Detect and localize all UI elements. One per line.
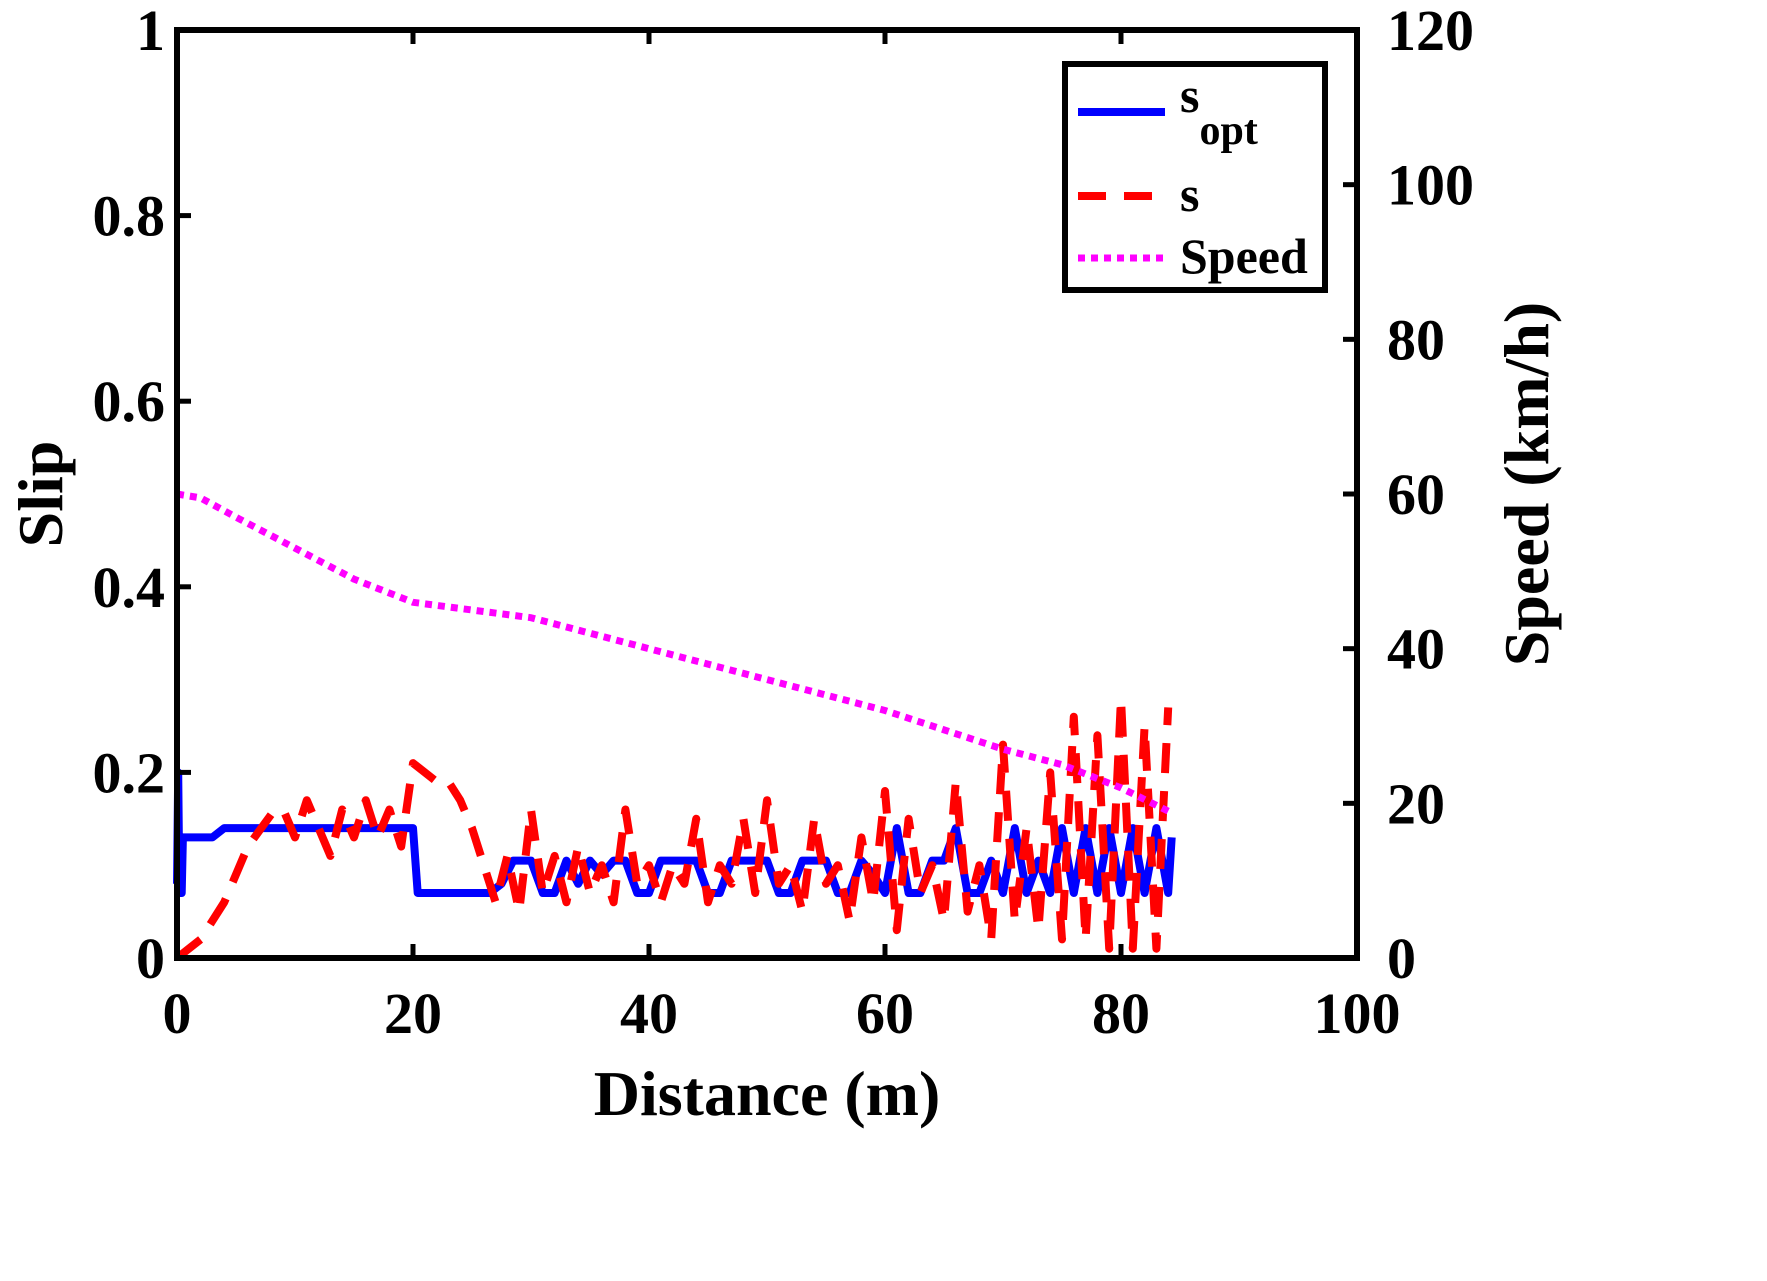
x-tick-label: 100 (1314, 981, 1401, 1046)
series-line-s (174, 694, 1173, 962)
legend-label-speed: Speed (1180, 228, 1308, 284)
x-tick-label: 40 (620, 981, 678, 1046)
y-right-tick-label: 120 (1387, 0, 1474, 63)
y-axis-right-label: Speed (km/h) (1491, 302, 1562, 667)
legend-label-s: s (1180, 166, 1199, 222)
y-left-tick-label: 0.8 (93, 184, 166, 249)
legend-label-s-opt-subscript: opt (1199, 108, 1257, 154)
legend: sopt s Speed (1062, 61, 1328, 293)
y-left-tick-label: 0.4 (93, 555, 166, 620)
y-left-tick-label: 0.6 (93, 369, 166, 434)
y-right-tick-label: 80 (1387, 307, 1445, 372)
legend-label-s-opt-main: s (1180, 67, 1199, 123)
x-tick-label: 80 (1092, 981, 1150, 1046)
ticks-layer (174, 27, 1360, 961)
legend-label-s-opt: sopt (1180, 67, 1258, 154)
y-right-tick-label: 60 (1387, 462, 1445, 527)
y-left-tick-label: 0.2 (93, 740, 166, 805)
tick-labels: 0 20 40 60 80 10000.20.40.60.8102040608010012… (93, 0, 1475, 1046)
x-tick-label: 0 (163, 981, 192, 1046)
y-right-tick-label: 100 (1387, 153, 1474, 218)
y-left-tick-label: 1 (136, 0, 165, 63)
y-axis-left-label: Slip (5, 441, 76, 548)
x-axis-label: Distance (m) (594, 1058, 941, 1129)
y-right-tick-label: 20 (1387, 771, 1445, 836)
x-tick-label: 60 (856, 981, 914, 1046)
legend-box (1062, 61, 1328, 293)
y-left-tick-label: 0 (136, 926, 165, 991)
y-right-tick-label: 0 (1387, 926, 1416, 991)
x-tick-label: 20 (384, 981, 442, 1046)
series-layer (173, 490, 1176, 962)
y-right-tick-label: 40 (1387, 617, 1445, 682)
